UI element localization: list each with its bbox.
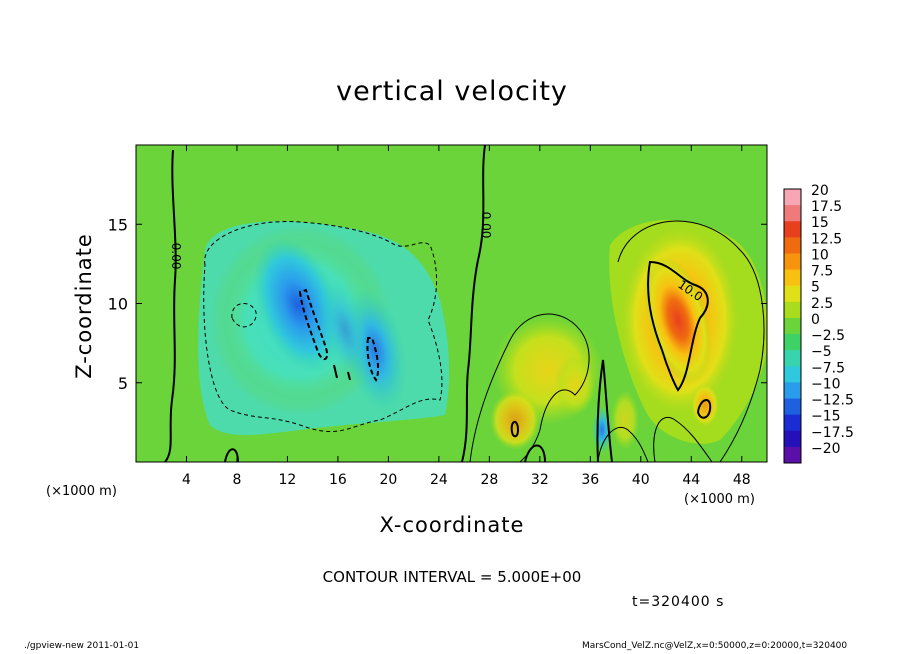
colorbar-label: −2.5: [811, 328, 845, 344]
colorbar-swatch: [784, 269, 801, 287]
x-tick-label: 28: [480, 472, 498, 488]
colorbar-swatch: [784, 301, 801, 319]
colorbar-label: −7.5: [811, 360, 845, 376]
colorbar-label: 5: [811, 280, 820, 296]
y-tick-label: 15: [108, 215, 128, 234]
colorbar-label: −12.5: [811, 393, 854, 409]
colorbar-label: 15: [811, 215, 829, 231]
x-axis-label: X-coordinate: [379, 513, 525, 537]
colorbar-swatch: [784, 205, 801, 222]
colorbar-label: −15: [811, 409, 841, 425]
x-tick-label: 4: [182, 472, 191, 488]
y-axis-label: Z-coordinate: [72, 233, 96, 379]
footer-right: MarsCond_VelZ.nc@VelZ,x=0:50000,z=0:2000…: [582, 641, 848, 651]
x-axis-multiplier: (×1000 m): [46, 484, 117, 499]
colorbar-swatch: [784, 414, 801, 432]
colorbar-label: −10: [811, 376, 841, 392]
colorbar-swatch: [784, 253, 801, 271]
time-label: t=320400 s: [632, 594, 725, 610]
contour-label: 0.00: [479, 212, 493, 239]
contour-interval: CONTOUR INTERVAL = 5.000E+00: [322, 568, 582, 586]
x-tick-label: 36: [581, 472, 599, 488]
chart-title: vertical velocity: [336, 76, 568, 107]
x-tick-label: 16: [329, 472, 347, 488]
colorbar-swatch: [784, 382, 801, 400]
y-tick-label: 5: [118, 374, 128, 393]
colorbar-swatch: [784, 398, 801, 416]
colorbar-label: −20: [811, 441, 841, 457]
colorbar-swatch: [784, 221, 801, 238]
colorbar-label: 0: [811, 312, 820, 328]
colorbar-label: 10: [811, 247, 829, 263]
colorbar-swatch: [784, 446, 801, 464]
colorbar-swatch: [784, 350, 801, 367]
x-tick-label: 12: [279, 472, 297, 488]
colorbar-swatch: [784, 430, 801, 448]
colorbar-swatch: [784, 317, 801, 335]
colorbar-swatch: [784, 366, 801, 383]
colorbar-swatch: [784, 334, 801, 351]
colorbar-label: 2.5: [811, 296, 833, 312]
x-tick-label: 40: [632, 472, 650, 488]
y-tick-label: 10: [108, 295, 128, 314]
x-tick-label: 48: [733, 472, 751, 488]
colorbar-label: 7.5: [811, 264, 833, 280]
colorbar-label: 20: [811, 183, 829, 199]
colorbar-label: −5: [811, 344, 832, 360]
contour-label: 0.00: [169, 243, 183, 270]
colorbar-label: 17.5: [811, 199, 842, 215]
colorbar-label: 12.5: [811, 231, 842, 247]
colorbar-label: −17.5: [811, 425, 854, 441]
footer-left: ./gpview-new 2011-01-01: [24, 641, 140, 651]
colorbar-swatch: [784, 189, 801, 206]
colorbar: 2017.51512.5107.552.50−2.5−5−7.5−10−12.5…: [783, 183, 854, 464]
x-tick-label: 44: [682, 472, 700, 488]
x-tick-label: 24: [430, 472, 448, 488]
colorbar-swatch: [784, 237, 801, 254]
x-tick-label: 20: [379, 472, 397, 488]
colorbar-swatch: [784, 285, 801, 303]
x-tick-label: 32: [531, 472, 549, 488]
colorbar-frame: [783, 188, 802, 464]
x-tick-label: 8: [232, 472, 241, 488]
x-axis-multiplier-right: (×1000 m): [684, 492, 755, 507]
